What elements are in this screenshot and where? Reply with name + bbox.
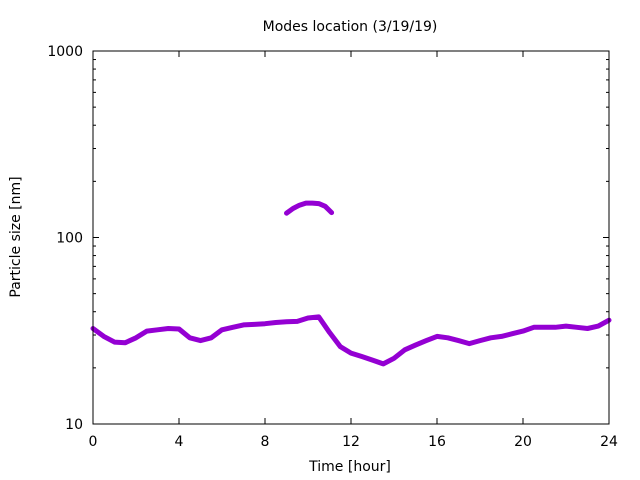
x-axis-label: Time [hour]: [308, 459, 391, 475]
series-layer: [90, 200, 612, 367]
x-tick-label: 16: [428, 434, 446, 450]
series-2-line: [284, 200, 335, 216]
chart-title: Modes location (3/19/19): [263, 19, 438, 35]
y-tick-label: 1000: [47, 44, 83, 60]
y-tick-label: 100: [56, 231, 83, 247]
x-tick-label: 4: [175, 434, 184, 450]
y-tick-label: 10: [65, 417, 83, 433]
plot-frame: [92, 50, 610, 425]
x-tick-label: 20: [514, 434, 532, 450]
y-axis-label: Particle size [nm]: [8, 176, 24, 297]
x-tick-label: 12: [342, 434, 360, 450]
x-tick-label: 24: [600, 434, 618, 450]
y-axis: 10 100 1000: [47, 44, 609, 433]
x-tick-label: 8: [261, 434, 270, 450]
x-axis: 0 4 8 12 16 20 24: [89, 51, 618, 450]
series-1-line: [90, 314, 612, 367]
x-tick-label: 0: [89, 434, 98, 450]
